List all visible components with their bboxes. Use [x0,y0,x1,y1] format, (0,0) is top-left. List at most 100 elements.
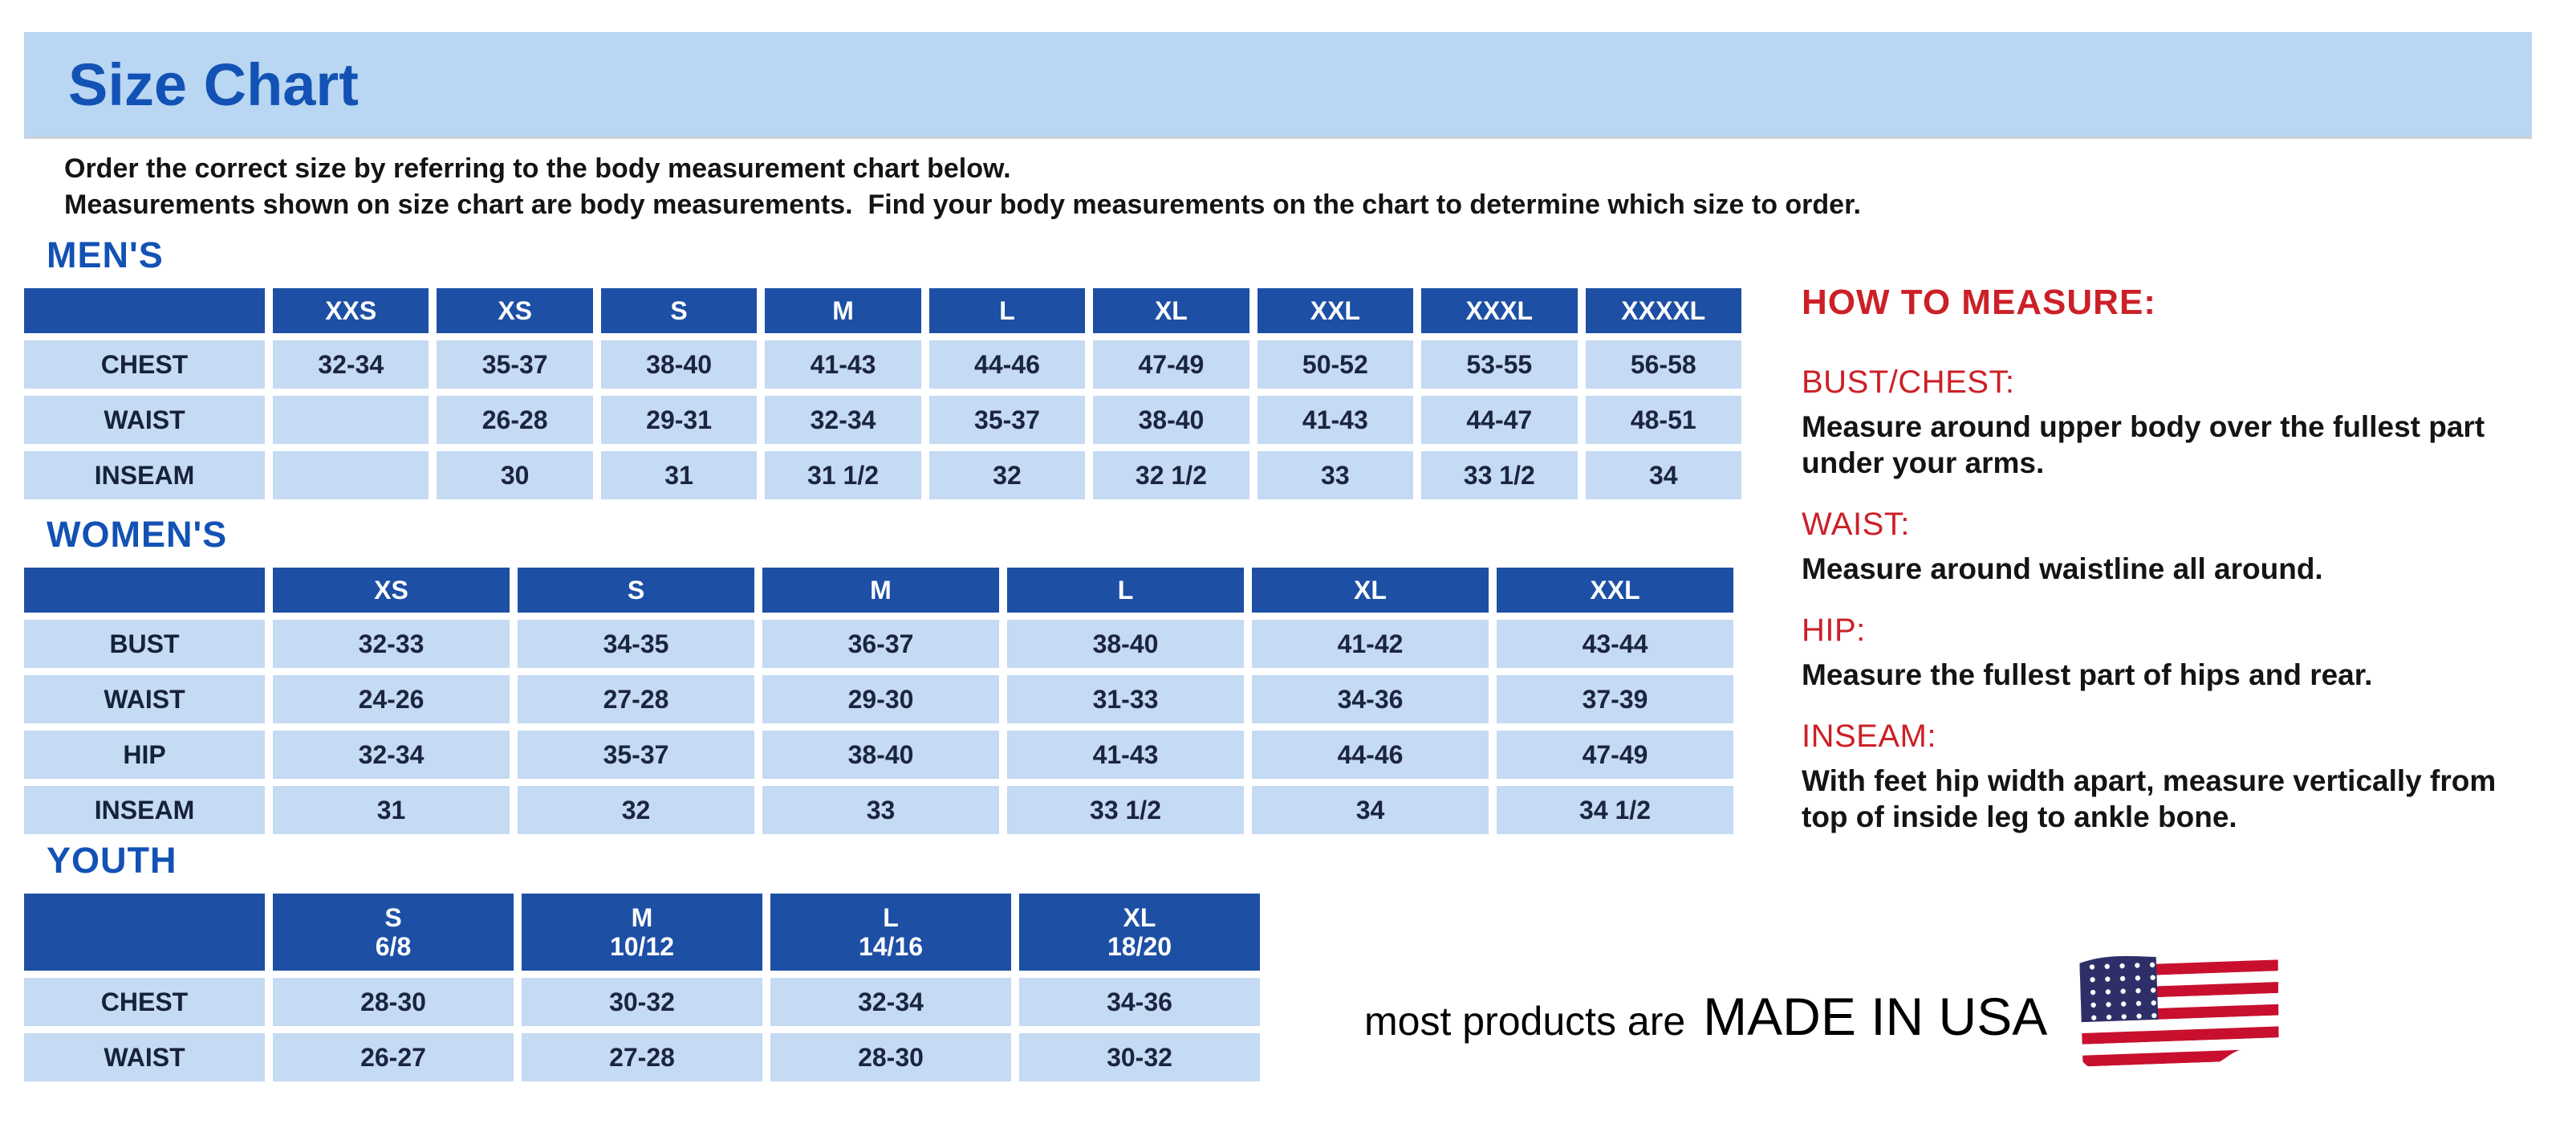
table-row: INSEAM 31 32 33 33 1/2 34 34 1/2 [24,786,1733,834]
row-label: CHEST [24,978,265,1026]
mens-heading: MEN'S [47,234,164,275]
size-header-cell: S 6/8 [273,894,514,971]
value-cell: 48-51 [1585,396,1741,444]
table-row: HIP 32-34 35-37 38-40 41-43 44-46 47-49 [24,731,1733,779]
size-header-cell: S [518,568,754,613]
size-header-cell: L [928,288,1086,333]
row-label: WAIST [24,396,265,444]
made-in-usa-banner: most products are MADE IN USA [1364,947,2281,1085]
table-row: BUST 32-33 34-35 36-37 38-40 41-42 43-44 [24,620,1733,668]
value-cell: 44-47 [1421,396,1578,444]
value-cell: 30-32 [1019,1033,1260,1081]
size-header-cell: XL [1093,288,1249,333]
value-cell: 38-40 [762,731,999,779]
value-cell: 28-30 [770,1033,1011,1081]
value-cell: 32-34 [770,978,1011,1026]
row-label: BUST [24,620,265,668]
value-cell: 33 [1257,451,1414,499]
value-cell: 32 [518,786,754,834]
value-cell: 31 1/2 [765,451,921,499]
table-row: WAIST 26-27 27-28 28-30 30-32 [24,1033,1260,1081]
value-cell: 24-26 [273,675,510,723]
value-cell: 41-43 [1257,396,1414,444]
womens-size-table: XS S M L XL XXL BUST 32-33 34-35 36-37 38-40 41-42 4… [16,560,1741,841]
value-cell: 38-40 [600,340,758,389]
size-header-cell: XXS [273,288,429,333]
size-header-cell: XS [437,288,593,333]
value-cell: 38-40 [1007,620,1244,668]
table-row: INSEAM 30 31 31 1/2 32 32 1/2 33 33 1/2 34 [24,451,1741,499]
size-header-cell: XXL [1257,288,1414,333]
value-cell: 47-49 [1497,731,1733,779]
table-row: CHEST 32-34 35-37 38-40 41-43 44-46 47-49 50-52… [24,340,1741,389]
youth-heading: YOUTH [47,840,177,881]
size-header-cell: XXXL [1421,288,1578,333]
value-cell: 41-43 [1007,731,1244,779]
corner-header-cell [24,288,265,333]
value-cell: 35-37 [518,731,754,779]
value-cell: 28-30 [273,978,514,1026]
size-header-cell: XXL [1497,568,1733,613]
title-banner: Size Chart [24,32,2532,136]
value-cell: 38-40 [1093,396,1249,444]
value-cell: 34-36 [1252,675,1489,723]
size-header-cell: XL [1252,568,1489,613]
size-header-row: XS S M L XL XXL [24,568,1733,613]
size-header-cell: XL 18/20 [1019,894,1260,971]
value-cell: 29-30 [762,675,999,723]
us-flag-icon [2079,949,2279,1076]
size-header-row: XXS XS S M L XL XXL XXXL XXXXL [24,288,1741,333]
size-header-cell: M [765,288,921,333]
row-label: HIP [24,731,265,779]
table-row: CHEST 28-30 30-32 32-34 34-36 [24,978,1260,1026]
bust-chest-heading: BUST/CHEST: [1802,364,2015,400]
value-cell: 30 [437,451,593,499]
womens-section: WOMEN'S XS S M L XL XXL BUST 32-33 34-35 36-37 38-… [24,514,1741,841]
value-cell: 31-33 [1007,675,1244,723]
value-cell: 34 1/2 [1497,786,1733,834]
row-label: WAIST [24,1033,265,1081]
size-header-row: S 6/8 M 10/12 L 14/16 XL 18/20 [24,894,1260,971]
how-to-measure-panel: HOW TO MEASURE: BUST/CHEST: Measure arou… [1802,283,2556,861]
womens-heading: WOMEN'S [47,514,228,555]
hip-text: Measure the fullest part of hips and rea… [1802,658,2373,691]
value-cell: 32-34 [765,396,921,444]
youth-section: YOUTH S 6/8 M 10/12 L 14/16 XL 18/20 CHEST 28… [24,840,1268,1089]
mens-section: MEN'S XXS XS S M L XL XXL XXXL XXXXL CHEST 32-34 35… [24,234,1749,507]
value-cell: 33 [762,786,999,834]
value-cell: 33 1/2 [1007,786,1244,834]
value-cell [273,396,429,444]
intro-line-2: Measurements shown on size chart are bod… [64,189,1861,220]
value-cell: 34 [1585,451,1741,499]
youth-size-table: S 6/8 M 10/12 L 14/16 XL 18/20 CHEST 28-30 30-… [16,886,1268,1089]
value-cell: 34-36 [1019,978,1260,1026]
value-cell: 32-33 [273,620,510,668]
made-in-usa-text: most products are MADE IN USA [1364,986,2047,1047]
value-cell: 32-34 [273,340,429,389]
value-cell: 47-49 [1093,340,1249,389]
value-cell: 35-37 [928,396,1086,444]
value-cell: 44-46 [928,340,1086,389]
value-cell: 41-43 [765,340,921,389]
value-cell: 32-34 [273,731,510,779]
value-cell: 32 [928,451,1086,499]
page-title: Size Chart [68,51,359,118]
row-label: INSEAM [24,451,265,499]
row-label: WAIST [24,675,265,723]
value-cell: 41-42 [1252,620,1489,668]
value-cell: 35-37 [437,340,593,389]
size-header-cell: XS [273,568,510,613]
value-cell: 29-31 [600,396,758,444]
hip-heading: HIP: [1802,613,1866,648]
value-cell: 31 [600,451,758,499]
size-header-cell: L [1007,568,1244,613]
waist-text: Measure around waistline all around. [1802,552,2323,585]
waist-heading: WAIST: [1802,507,1910,542]
value-cell: 31 [273,786,510,834]
value-cell: 36-37 [762,620,999,668]
table-row: WAIST 24-26 27-28 29-30 31-33 34-36 37-39 [24,675,1733,723]
value-cell: 26-27 [273,1033,514,1081]
value-cell: 32 1/2 [1093,451,1249,499]
row-label: CHEST [24,340,265,389]
corner-header-cell [24,568,265,613]
